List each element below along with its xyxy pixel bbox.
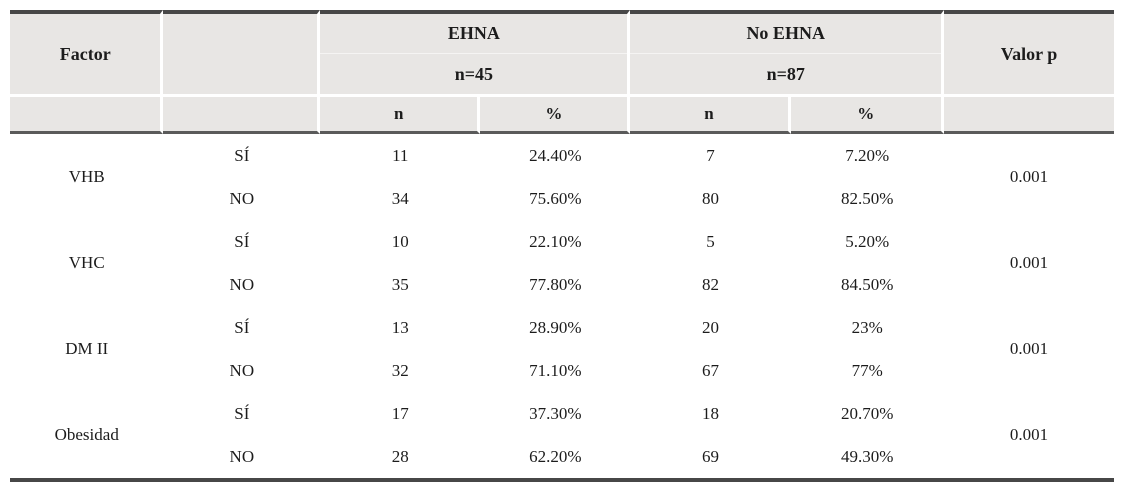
p-value-obesidad: 0.001 (943, 392, 1114, 478)
no-ehna-n-value: 5 (630, 220, 791, 263)
table-row: NO 35 77.80% 82 84.50% (10, 263, 1114, 306)
subheader-empty-factor (10, 97, 164, 134)
ehna-n-value: 34 (320, 177, 481, 220)
ehna-n-value: 13 (320, 306, 481, 349)
no-ehna-n-value: 80 (630, 177, 791, 220)
ehna-n-value: 35 (320, 263, 481, 306)
no-ehna-n-value: 20 (630, 306, 791, 349)
p-value-dmii: 0.001 (943, 306, 1114, 392)
ehna-n-value: 32 (320, 349, 481, 392)
header-row-measures: n % n % (10, 97, 1114, 134)
table-row: Obesidad SÍ 17 37.30% 18 20.70% 0.001 (10, 392, 1114, 478)
p-value-vhb: 0.001 (943, 134, 1114, 220)
ehna-pct-value: 24.40% (480, 134, 631, 177)
ehna-n-value: 10 (320, 220, 481, 263)
no-ehna-pct-value: 77% (790, 349, 944, 392)
p-value-vhc: 0.001 (943, 220, 1114, 306)
level-label: SÍ (163, 306, 321, 349)
ehna-pct-value: 37.30% (480, 392, 631, 435)
ehna-pct-subheader: % (480, 97, 631, 134)
level-label: NO (163, 349, 321, 392)
no-ehna-pct-subheader: % (790, 97, 944, 134)
no-ehna-n-value: 18 (630, 392, 791, 435)
no-ehna-n-value: 67 (630, 349, 791, 392)
factor-label-vhb: VHB (10, 134, 164, 220)
ehna-group-n: n=45 (454, 64, 493, 84)
no-ehna-pct-value: 49.30% (790, 435, 944, 478)
level-label: SÍ (163, 392, 321, 435)
table-row: VHB SÍ 11 24.40% 7 7.20% 0.001 (10, 134, 1114, 220)
no-ehna-pct-value: 5.20% (790, 220, 944, 263)
no-ehna-n-value: 7 (630, 134, 791, 177)
ehna-pct-value: 71.10% (480, 349, 631, 392)
no-ehna-n-value: 69 (630, 435, 791, 478)
table-row: NO 34 75.60% 80 82.50% (10, 177, 1114, 220)
ehna-group-header: EHNA n=45 (320, 10, 631, 97)
results-table: Factor EHNA n=45 No EHNA n=87 Valor p n … (10, 10, 1114, 478)
no-ehna-pct-value: 7.20% (790, 134, 944, 177)
factor-label-vhc: VHC (10, 220, 164, 306)
ehna-pct-value: 77.80% (480, 263, 631, 306)
ehna-n-value: 11 (320, 134, 481, 177)
table-row: NO 28 62.20% 69 49.30% (10, 435, 1114, 478)
ehna-group-name: EHNA (320, 14, 628, 54)
level-label: NO (163, 435, 321, 478)
no-ehna-pct-value: 20.70% (790, 392, 944, 435)
no-ehna-pct-value: 23% (790, 306, 944, 349)
ehna-pct-value: 28.90% (480, 306, 631, 349)
no-ehna-pct-value: 84.50% (790, 263, 944, 306)
subheader-empty-p (943, 97, 1114, 134)
table-row: VHC SÍ 10 22.10% 5 5.20% 0.001 (10, 220, 1114, 306)
level-label: SÍ (163, 134, 321, 177)
ehna-n-value: 17 (320, 392, 481, 435)
no-ehna-pct-value: 82.50% (790, 177, 944, 220)
valor-p-column-header: Valor p (943, 10, 1114, 97)
ehna-n-subheader: n (320, 97, 481, 134)
no-ehna-group-n: n=87 (766, 64, 805, 84)
level-label: NO (163, 263, 321, 306)
level-label: NO (163, 177, 321, 220)
factor-label-obesidad: Obesidad (10, 392, 164, 478)
subheader-empty-level (163, 97, 321, 134)
ehna-pct-value: 62.20% (480, 435, 631, 478)
factor-column-header: Factor (10, 10, 164, 97)
no-ehna-n-value: 82 (630, 263, 791, 306)
table-row: NO 32 71.10% 67 77% (10, 349, 1114, 392)
ehna-pct-value: 75.60% (480, 177, 631, 220)
level-label: SÍ (163, 220, 321, 263)
no-ehna-group-header: No EHNA n=87 (630, 10, 944, 97)
no-ehna-n-subheader: n (630, 97, 791, 134)
ehna-pct-value: 22.10% (480, 220, 631, 263)
level-column-header-empty (163, 10, 321, 97)
results-table-wrapper: Factor EHNA n=45 No EHNA n=87 Valor p n … (10, 10, 1114, 482)
ehna-n-value: 28 (320, 435, 481, 478)
no-ehna-group-name: No EHNA (630, 14, 941, 54)
table-row: DM II SÍ 13 28.90% 20 23% 0.001 (10, 306, 1114, 392)
factor-label-dmii: DM II (10, 306, 164, 392)
header-row-groups: Factor EHNA n=45 No EHNA n=87 Valor p (10, 10, 1114, 97)
